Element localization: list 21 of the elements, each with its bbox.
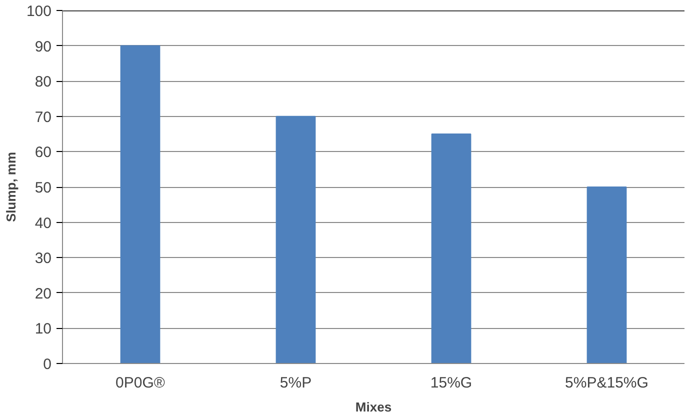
bar	[276, 116, 316, 364]
y-axis-title: Slump, mm	[3, 152, 18, 222]
y-tick-label: 60	[34, 144, 52, 162]
y-tick-label: 70	[34, 108, 52, 126]
y-tick-label: 90	[34, 38, 52, 56]
x-tick-label: 5%P&15%G	[565, 374, 648, 392]
y-tick-label: 30	[34, 250, 52, 268]
y-tick-label: 50	[34, 180, 52, 196]
x-tick-label: 15%G	[430, 374, 472, 392]
y-tick-label: 40	[34, 214, 52, 232]
x-tick-label: 5%P	[280, 374, 312, 392]
bar	[586, 186, 627, 364]
y-tick-label: 80	[34, 74, 52, 91]
bar	[431, 134, 472, 364]
y-tick-label: 20	[34, 285, 52, 302]
x-tick-label: 0P0G®	[116, 374, 165, 392]
y-tick-label: 10	[34, 320, 52, 338]
x-axis-title: Mixes	[355, 400, 392, 414]
y-tick-label: 0	[43, 356, 52, 373]
bar	[120, 45, 160, 364]
y-tick-label: 100	[26, 3, 52, 20]
